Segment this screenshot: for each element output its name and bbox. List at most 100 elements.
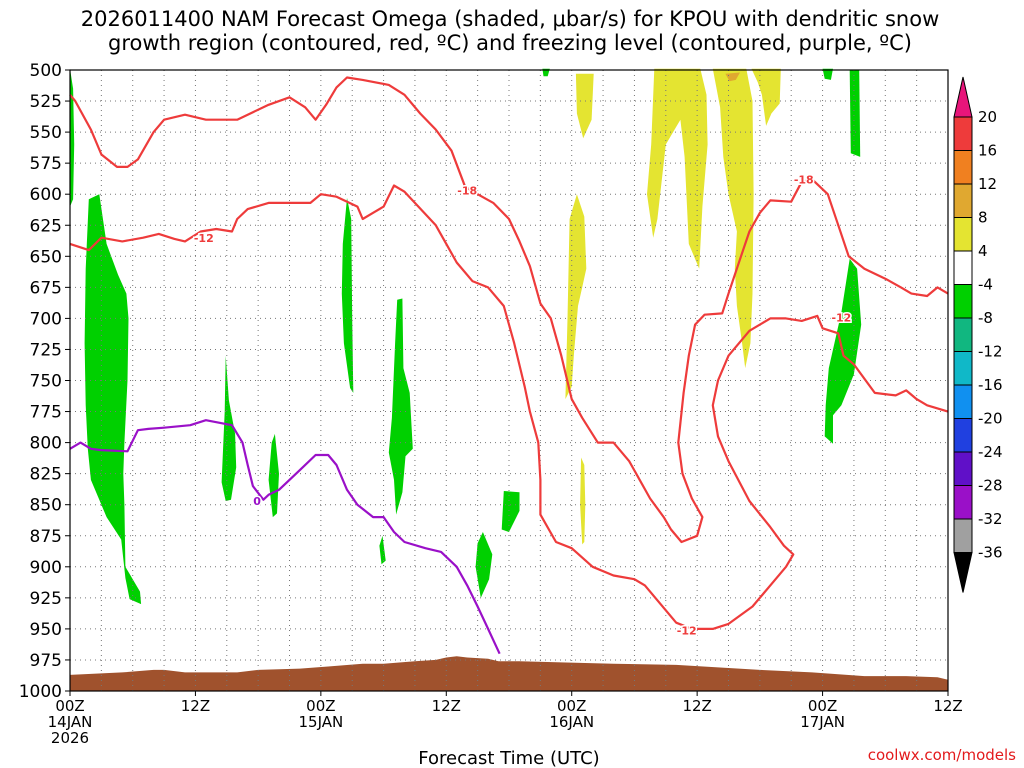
colorbar-label-1: 16 [978,142,997,160]
omega-shade--4to-8-0 [70,68,75,207]
contour-2 [69,184,949,631]
y-tick-label-1000: 1000 [19,682,62,702]
contour-label-0: -18 [457,185,477,198]
colorbar-label-7: -12 [978,343,1003,361]
colorbar-swatch-10 [953,418,973,453]
omega-shade--4to-8-5 [388,298,413,515]
y-tick-label-700: 700 [30,309,62,329]
y-tick-label-725: 725 [30,340,62,360]
y-tick-label-950: 950 [30,620,62,640]
colorbar-swatch-8 [953,351,973,386]
x-tick-label-48-1: 16JAN [549,713,594,731]
colorbar-swatch-13 [953,518,973,553]
omega-shade-4to8-0 [575,73,594,139]
omega-shade-8to12-0 [725,72,740,82]
omega-shade--4to-8-10 [822,68,833,80]
x-tick-label-24-0: 00Z [306,697,335,715]
y-tick-label-875: 875 [30,527,62,547]
omega-shade--4to-8-1 [84,194,142,605]
temperature-contours [69,76,949,655]
x-tick-label-36-0: 12Z [432,697,461,715]
contour-label-3: -12 [831,311,851,324]
credit-text: coolwx.com/models [868,746,1016,764]
colorbar-bottom-arrow [953,552,973,593]
x-tick-label-0-0: 00Z [55,697,84,715]
omega-shade--4to-8-9 [542,68,550,77]
x-tick-label-48-0: 00Z [557,697,586,715]
y-tick-label-600: 600 [30,185,62,205]
contour-label-4: -12 [677,624,697,637]
y-tick-label-525: 525 [30,92,62,112]
colorbar-label-13: -36 [978,544,1003,562]
x-tick-label-84-0: 12Z [933,697,962,715]
omega-shade-4to8-5 [580,457,586,545]
y-tick-label-825: 825 [30,465,62,485]
omega-shade--4to-8-3 [268,433,279,518]
colorbar-label-3: 8 [978,209,988,227]
y-tick-label-550: 550 [30,123,62,143]
grid-lines [69,69,949,692]
contour-label-2: -18 [794,174,814,187]
colorbar-swatch-3 [953,183,973,218]
y-tick-label-625: 625 [30,216,62,236]
y-tick-label-925: 925 [30,589,62,609]
contour-1 [464,178,949,544]
colorbar-swatch-11 [953,451,973,486]
y-tick-label-975: 975 [30,651,62,671]
terrain-polygon [70,656,948,691]
y-tick-label-575: 575 [30,154,62,174]
colorbar-swatch-5 [953,250,973,285]
colorbar-label-10: -24 [978,443,1003,461]
y-tick-label-750: 750 [30,372,62,392]
omega-shade--4to-8-4 [341,197,354,393]
y-tick-label-675: 675 [30,278,62,298]
chart-title-line2: growth region (contoured, red, ºC) and f… [108,31,912,55]
colorbar-label-0: 20 [978,108,997,126]
omega-shade-4to8-4 [565,194,587,400]
colorbar-label-9: -20 [978,410,1003,428]
x-tick-label-0-1: 14JAN [48,713,93,731]
freezing-level-line [69,419,501,655]
colorbar-label-6: -8 [978,309,993,327]
colorbar-label-12: -32 [978,510,1003,528]
y-axis-ticks: 500 525 550 575 600 625 650 675 700 725 750 775 800 8… [19,61,70,702]
y-tick-label-650: 650 [30,247,62,267]
contour-labels: -18 -12 -18 -12 -12 0 [192,172,852,639]
colorbar-swatch-9 [953,384,973,419]
omega-shade--4to-8-2 [221,355,237,501]
colorbar-swatch-6 [953,284,973,319]
colorbar-swatch-4 [953,217,973,252]
y-tick-label-800: 800 [30,434,62,454]
colorbar-label-5: -4 [978,276,993,294]
contour-0 [69,76,467,188]
y-tick-label-500: 500 [30,61,62,81]
x-tick-label-24-1: 15JAN [298,713,343,731]
contour-label-1: -12 [194,232,214,245]
omega-shade-4to8-3 [751,68,781,126]
terrain-fill [70,656,948,691]
omega-shade-4to8-2 [712,68,754,369]
colorbar-label-11: -28 [978,477,1003,495]
y-tick-label-775: 775 [30,403,62,423]
x-tick-label-72-0: 00Z [808,697,837,715]
x-axis-label: Forecast Time (UTC) [418,748,599,768]
omega-shade--4to-8-8 [501,491,520,532]
x-tick-label-72-1: 17JAN [800,713,845,731]
colorbar-label-2: 12 [978,175,997,193]
y-tick-label-900: 900 [30,558,62,578]
x-tick-label-12-0: 12Z [181,697,210,715]
colorbar-top-arrow [953,76,973,118]
colorbar-label-8: -16 [978,376,1003,394]
omega-shade--4to-8-6 [379,535,386,565]
colorbar-swatch-1 [953,116,973,151]
colorbar-swatch-12 [953,485,973,520]
colorbar-swatch-2 [953,150,973,185]
x-tick-label-60-0: 12Z [682,697,711,715]
contour-label-5: 0 [253,495,261,508]
omega-shade--4to-8-7 [475,532,493,598]
chart-title-line1: 2026011400 NAM Forecast Omega (shaded, μ… [81,7,940,31]
omega-shade--4to-8-11 [849,70,861,157]
y-tick-label-850: 850 [30,496,62,516]
